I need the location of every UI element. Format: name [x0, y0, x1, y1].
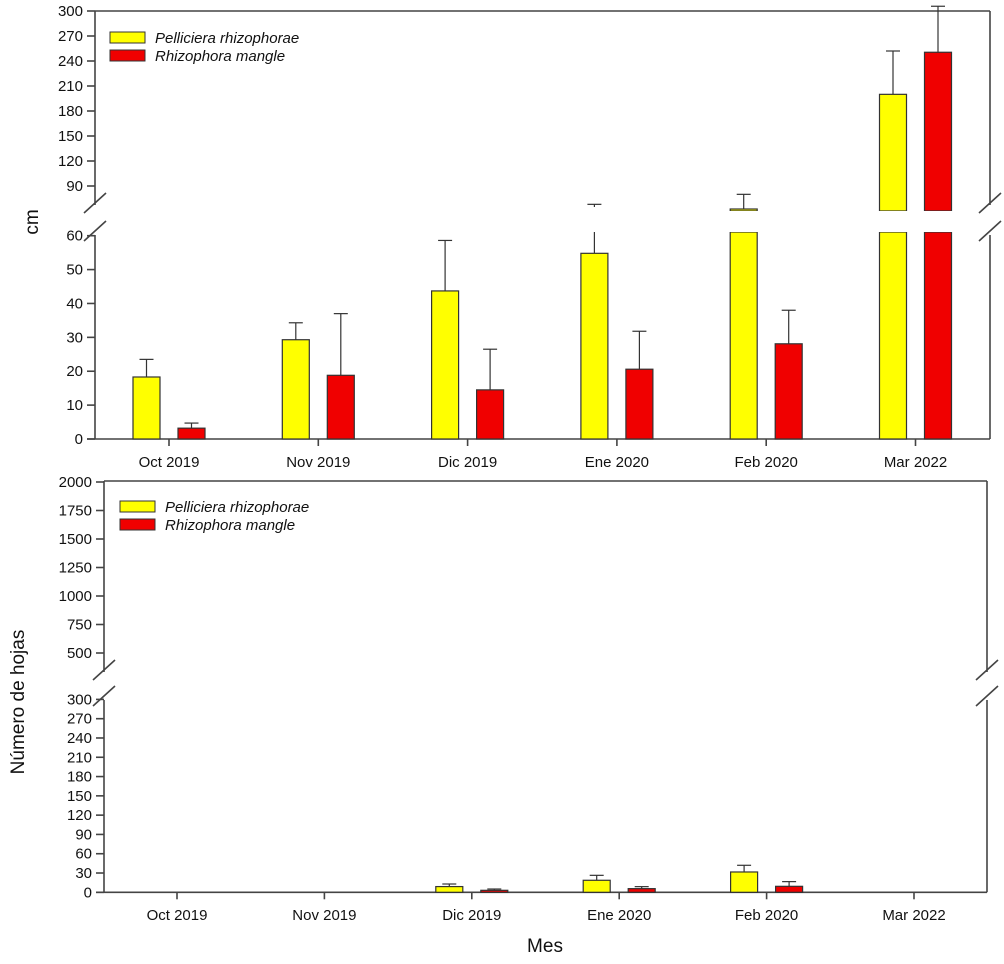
y-tick-label: 20 [66, 363, 83, 380]
y-axis-break-mark [92, 685, 116, 707]
y-tick-label: 1500 [59, 531, 92, 548]
bar-pelliciera [281, 339, 310, 440]
bar-pelliciera-lower [878, 231, 908, 440]
x-tick-label: Oct 2019 [139, 454, 200, 471]
y-tick-label: 30 [75, 865, 92, 882]
y-axis-break-mark [83, 220, 107, 242]
y-tick-label: 60 [66, 228, 83, 245]
legend-label: Rhizophora mangle [165, 517, 295, 534]
y-tick-label: 2000 [59, 474, 92, 491]
bar-break-gap [729, 211, 759, 232]
y-tick-label: 150 [67, 788, 92, 805]
y-tick-label: 1250 [59, 560, 92, 577]
bar-rhizophora [480, 889, 509, 893]
bar-rhizophora-upper [923, 51, 953, 212]
bar-rhizophora [177, 427, 206, 440]
y-tick-label: 60 [75, 846, 92, 863]
right-break-mark [978, 220, 1002, 242]
y-tick-label: 120 [58, 153, 83, 170]
x-tick-label: Oct 2019 [147, 907, 208, 924]
bar-pelliciera [132, 376, 161, 440]
x-tick-label: Nov 2019 [286, 454, 350, 471]
bar-rhizophora [326, 374, 355, 440]
y-tick-label: 500 [67, 645, 92, 662]
top-chart-cm: 0 10 20 30 40 50 60 90 120 150 180 210 240 270 300 Oct … [22, 3, 1002, 471]
y-tick-label: 270 [58, 28, 83, 45]
bar-break-gap [923, 211, 953, 232]
bar-pelliciera-lower [729, 231, 758, 440]
y-tick-label: 750 [67, 617, 92, 634]
x-tick-label: Mar 2022 [882, 907, 945, 924]
y-tick-label: 150 [58, 128, 83, 145]
y-tick-label: 90 [66, 178, 83, 195]
bar-rhizophora [774, 885, 804, 893]
y-tick-label: 180 [58, 103, 83, 120]
bar-pelliciera [435, 885, 464, 893]
y-tick-label: 270 [67, 711, 92, 728]
y-tick-label: 120 [67, 807, 92, 824]
bar-rhizophora [627, 888, 656, 893]
bar-pelliciera-upper [729, 208, 758, 212]
bar-rhizophora-lower [923, 231, 953, 440]
y-tick-label: 10 [66, 397, 83, 414]
x-axis-title: Mes [527, 936, 563, 957]
y-tick-label: 1000 [59, 588, 92, 605]
y-tick-label: 240 [58, 53, 83, 70]
x-tick-label: Ene 2020 [587, 907, 651, 924]
y-axis-title: Número de hojas [8, 630, 29, 775]
bar-pelliciera [729, 871, 759, 893]
y-tick-label: 240 [67, 730, 92, 747]
bar-pelliciera-upper [878, 93, 908, 212]
right-break-mark [978, 192, 1002, 214]
y-tick-label: 300 [58, 3, 83, 20]
y-tick-label: 210 [67, 749, 92, 766]
y-tick-label: 40 [66, 295, 83, 312]
y-tick-label: 0 [75, 431, 83, 448]
legend-label: Pelliciera rhizophorae [165, 499, 309, 516]
y-tick-label: 1750 [59, 503, 92, 520]
legend-swatch [109, 49, 146, 62]
bar-break-gap [878, 211, 908, 232]
bar-pelliciera [431, 290, 460, 440]
legend-label: Pelliciera rhizophorae [155, 30, 299, 47]
y-axis-break-mark [83, 192, 107, 214]
y-tick-label: 210 [58, 78, 83, 95]
legend-swatch [119, 500, 156, 513]
x-tick-label: Ene 2020 [585, 454, 649, 471]
x-tick-label: Mar 2022 [884, 454, 947, 471]
y-tick-label: 300 [67, 691, 92, 708]
y-tick-label: 30 [66, 329, 83, 346]
x-tick-label: Nov 2019 [292, 907, 356, 924]
y-tick-label: 90 [75, 826, 92, 843]
x-tick-label: Feb 2020 [735, 907, 798, 924]
y-axis-title: cm [22, 209, 43, 234]
y-axis-break-mark [92, 659, 116, 681]
y-tick-label: 180 [67, 769, 92, 786]
bar-rhizophora [625, 368, 654, 440]
legend-swatch [109, 31, 146, 44]
bottom-chart-leaves: 0 30 60 90 120 150 180 210 240 270 300 500 750 1000 12… [8, 474, 999, 957]
bar-pelliciera [580, 252, 609, 440]
bar-rhizophora [774, 343, 803, 440]
x-tick-label: Dic 2019 [442, 907, 501, 924]
y-tick-label: 50 [66, 262, 83, 279]
legend-label: Rhizophora mangle [155, 48, 285, 65]
right-break-mark [975, 685, 999, 707]
right-break-mark [975, 659, 999, 681]
x-tick-label: Dic 2019 [438, 454, 497, 471]
bar-pelliciera [582, 879, 611, 893]
y-tick-label: 0 [84, 884, 92, 901]
legend-swatch [119, 518, 156, 531]
x-tick-label: Feb 2020 [735, 454, 798, 471]
bar-rhizophora [476, 389, 505, 440]
